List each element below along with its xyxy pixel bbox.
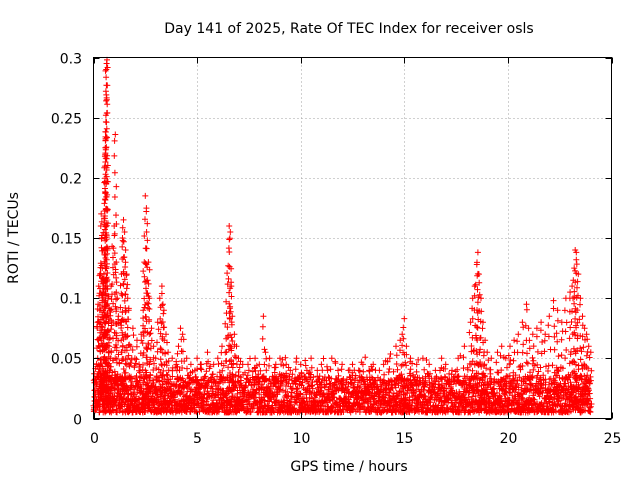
x-axis-label: GPS time / hours bbox=[290, 459, 407, 475]
x-tick-label: 10 bbox=[293, 431, 311, 447]
y-tick-label: 0.3 bbox=[60, 52, 82, 68]
x-tick-label: 20 bbox=[500, 431, 518, 447]
y-tick-label: 0.15 bbox=[51, 232, 82, 248]
y-tick-label: 0.2 bbox=[60, 172, 82, 188]
x-tick-label: 0 bbox=[90, 431, 99, 447]
x-tick-label: 5 bbox=[193, 431, 202, 447]
y-tick-label: 0 bbox=[73, 413, 82, 429]
y-tick-label: 0.05 bbox=[51, 352, 82, 368]
y-tick-label: 0.25 bbox=[51, 112, 82, 128]
x-tick-labels: 0 5 10 15 20 25 bbox=[90, 431, 621, 447]
x-tick-label: 25 bbox=[604, 431, 622, 447]
roti-marker bbox=[90, 56, 595, 416]
x-tick-label: 15 bbox=[396, 431, 414, 447]
data-points bbox=[90, 56, 595, 416]
y-tick-labels: 0 0.05 0.1 0.15 0.2 0.25 0.3 bbox=[51, 52, 82, 429]
chart-title: Day 141 of 2025, Rate Of TEC Index for r… bbox=[164, 21, 533, 37]
y-axis-label: ROTI / TECUs bbox=[6, 192, 22, 284]
axis-ticks bbox=[93, 57, 613, 420]
y-tick-label: 0.1 bbox=[60, 292, 82, 308]
